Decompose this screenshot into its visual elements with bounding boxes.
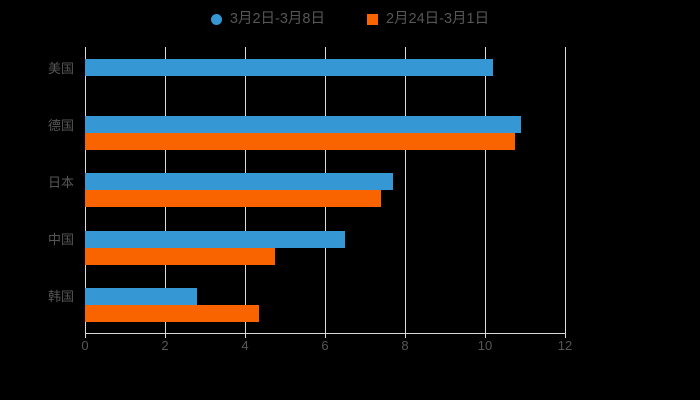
gridline bbox=[405, 47, 406, 333]
plot-area bbox=[85, 47, 566, 333]
x-tick-mark bbox=[565, 333, 566, 338]
x-axis-labels: 0 2 4 6 8 10 12 bbox=[0, 338, 700, 358]
y-tick-label: 德国 bbox=[47, 117, 74, 133]
legend-circle-marker-icon bbox=[210, 13, 222, 25]
x-tick-mark bbox=[325, 333, 326, 338]
legend-item-1[interactable]: 2月24日-3月1日 bbox=[366, 10, 490, 27]
bar-group bbox=[85, 219, 565, 276]
x-tick-mark bbox=[405, 333, 406, 338]
legend-item-0[interactable]: 3月2日-3月8日 bbox=[210, 10, 325, 27]
y-tick-label: 韩国 bbox=[47, 289, 74, 305]
x-tick-mark bbox=[85, 333, 86, 338]
x-tick-mark bbox=[245, 333, 246, 338]
bar-group bbox=[85, 276, 565, 333]
legend-square-marker-icon bbox=[366, 13, 378, 25]
x-tick-label: 0 bbox=[81, 338, 89, 353]
chart-legend: 3月2日-3月8日 2月24日-3月1日 bbox=[0, 6, 700, 32]
y-tick-label: 美国 bbox=[47, 60, 74, 76]
x-tick-label: 6 bbox=[321, 338, 329, 353]
x-tick-label: 12 bbox=[557, 338, 573, 353]
bar-group bbox=[85, 104, 565, 161]
bar[interactable] bbox=[85, 190, 381, 208]
x-tick-label: 10 bbox=[477, 338, 493, 353]
x-tick-label: 4 bbox=[241, 338, 249, 353]
x-tick-mark bbox=[485, 333, 486, 338]
x-tick-label: 8 bbox=[401, 338, 409, 353]
bar[interactable] bbox=[85, 287, 197, 305]
bar[interactable] bbox=[85, 173, 393, 191]
bar[interactable] bbox=[85, 304, 259, 322]
y-axis-labels: 美国德国日本中国韩国 bbox=[0, 47, 74, 333]
bar[interactable] bbox=[85, 116, 521, 134]
bar-group bbox=[85, 161, 565, 218]
y-tick-label: 中国 bbox=[47, 232, 74, 248]
legend-item-label: 3月2日-3月8日 bbox=[229, 10, 325, 27]
gridline bbox=[565, 47, 566, 333]
legend-item-label: 2月24日-3月1日 bbox=[385, 10, 490, 27]
gridline bbox=[485, 47, 486, 333]
bar[interactable] bbox=[85, 133, 515, 151]
bar[interactable] bbox=[85, 247, 275, 265]
bar[interactable] bbox=[85, 59, 493, 76]
x-tick-mark bbox=[165, 333, 166, 338]
bar-group bbox=[85, 47, 565, 104]
y-tick-label: 日本 bbox=[47, 175, 74, 190]
bar[interactable] bbox=[85, 230, 345, 248]
x-tick-label: 2 bbox=[161, 338, 169, 353]
